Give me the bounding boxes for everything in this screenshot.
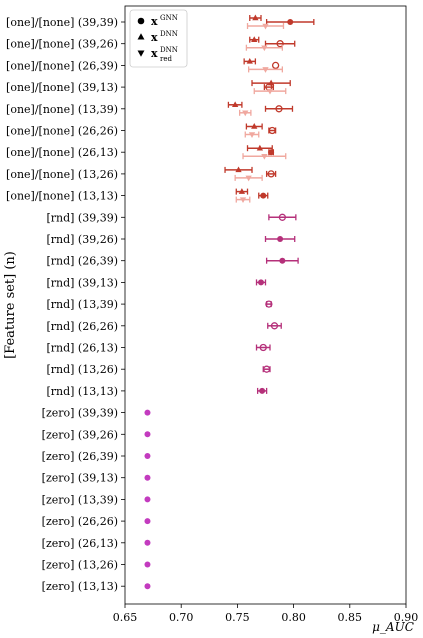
y-tick-label: [rnd] (39,13)	[46, 276, 118, 289]
legend-label-sup: GNN	[160, 14, 178, 22]
data-point	[252, 14, 259, 21]
y-tick-label: [one]/[none] (13,39)	[6, 103, 118, 116]
y-tick-label: [rnd] (13,13)	[46, 385, 118, 398]
data-point	[268, 126, 276, 135]
y-tick-label: [one]/[none] (13,26)	[6, 168, 118, 181]
data-point	[267, 79, 275, 86]
data-point	[248, 132, 256, 138]
y-tick-label: [zero] (39,39)	[42, 407, 118, 420]
data-point	[276, 40, 284, 48]
y-tick-label: [zero] (26,13)	[42, 537, 118, 550]
data-point	[275, 105, 283, 113]
y-tick-label: [zero] (13,13)	[42, 580, 118, 593]
data-point	[266, 88, 274, 95]
data-point	[144, 561, 151, 568]
y-tick-label: [zero] (26,39)	[42, 450, 118, 463]
data-point	[271, 61, 280, 70]
data-point	[259, 387, 266, 394]
data-point	[259, 343, 267, 352]
legend-label: x	[151, 31, 158, 44]
data-point	[261, 45, 268, 52]
data-point	[258, 279, 265, 286]
y-tick-label: [one]/[none] (39,39)	[6, 16, 118, 29]
data-point	[268, 149, 275, 156]
y-tick-label: [rnd] (39,39)	[46, 211, 118, 224]
data-point	[262, 23, 269, 30]
legend-label: x	[151, 47, 158, 60]
data-point	[144, 583, 151, 590]
x-tick-label: 0.90	[394, 611, 419, 624]
x-axis-label: μ_AUC	[372, 620, 414, 634]
data-point	[287, 19, 294, 25]
y-tick-label: [zero] (39,26)	[42, 428, 118, 441]
series-triangle-up	[224, 14, 291, 195]
y-tick-label: [one]/[none] (39,13)	[6, 81, 118, 94]
y-tick-label: [rnd] (13,39)	[46, 298, 118, 311]
data-point	[267, 170, 275, 178]
x-axis: 0.65 0.70 0.75 0.80 0.85 0.90	[113, 604, 419, 624]
legend-marker	[137, 17, 145, 25]
data-point	[270, 322, 279, 330]
y-tick-label: [one]/[none] (26,26)	[6, 125, 118, 138]
x-tick-label: 0.80	[281, 611, 306, 624]
data-point	[239, 197, 247, 204]
data-point	[277, 236, 284, 242]
data-point	[245, 175, 252, 182]
y-tick-label: [one]/[none] (26,39)	[6, 59, 118, 72]
data-point	[251, 123, 258, 129]
data-point	[265, 300, 273, 308]
x-tick-label: 0.70	[169, 611, 194, 624]
y-tick-label: [rnd] (26,13)	[46, 342, 118, 355]
x-tick-label: 0.65	[113, 611, 138, 624]
y-axis-label: [Feature set] (n)	[3, 251, 18, 359]
y-axis: [one]/[none] (39,39) [one]/[none] (39,26)…	[6, 16, 125, 593]
legend-marker	[137, 33, 145, 40]
data-point	[144, 431, 151, 438]
y-tick-label: [one]/[none] (26,13)	[6, 146, 118, 159]
data-point	[144, 409, 151, 416]
data-point	[232, 101, 239, 108]
y-tick-label: [zero] (26,26)	[42, 515, 118, 528]
y-tick-label: [one]/[none] (39,26)	[6, 38, 118, 51]
data-point	[238, 188, 246, 194]
legend-label: x	[151, 15, 158, 28]
data-point	[144, 496, 151, 503]
data-point	[235, 166, 242, 173]
data-point	[144, 453, 151, 459]
legend-label-sup: DNN	[160, 46, 178, 54]
x-tick-label: 0.75	[225, 611, 250, 624]
y-tick-label: [zero] (13,26)	[42, 559, 118, 572]
series-triangle-down	[234, 23, 287, 204]
y-tick-label: [rnd] (26,26)	[46, 320, 118, 333]
x-tick-label: 0.85	[338, 611, 363, 624]
series-group	[144, 14, 315, 590]
y-tick-label: [rnd] (13,26)	[46, 363, 118, 376]
data-point	[242, 110, 249, 117]
data-point	[256, 144, 264, 151]
data-point	[278, 213, 287, 221]
data-point	[262, 365, 271, 373]
data-point	[144, 539, 151, 546]
data-point	[262, 67, 269, 73]
data-point	[251, 36, 258, 42]
data-point	[261, 153, 268, 160]
legend-label-sup: DNN	[160, 30, 178, 38]
data-point	[260, 192, 267, 199]
legend-marker	[137, 50, 145, 57]
data-point	[279, 257, 286, 264]
data-point	[144, 474, 151, 481]
y-tick-label: [zero] (13,39)	[42, 493, 118, 506]
y-tick-label: [rnd] (39,26)	[46, 233, 118, 246]
y-tick-label: [zero] (39,13)	[42, 472, 118, 485]
y-tick-label: [rnd] (26,39)	[46, 255, 118, 268]
data-point	[144, 518, 151, 525]
data-point	[246, 57, 253, 64]
y-tick-label: [one]/[none] (13,13)	[6, 190, 118, 203]
legend-box	[129, 9, 188, 68]
legend-label-sub: red	[160, 55, 172, 63]
